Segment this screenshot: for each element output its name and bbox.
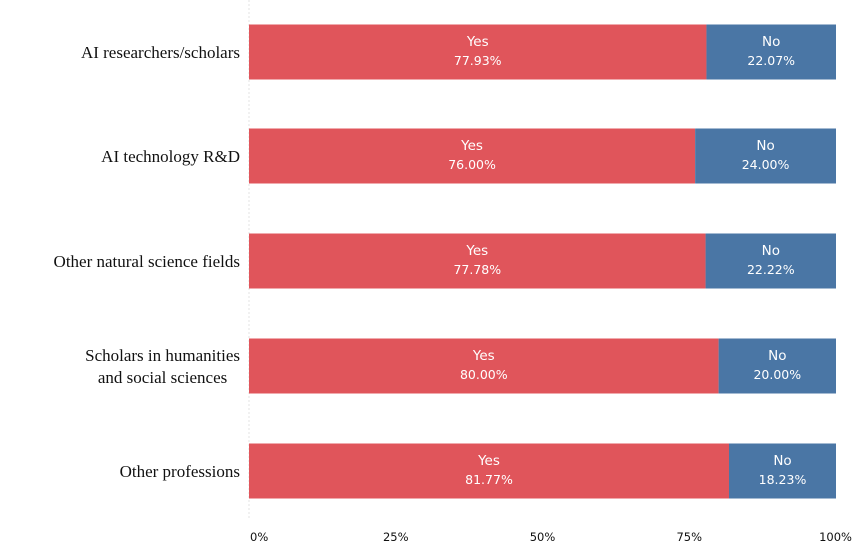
segment-series-label: No — [768, 348, 786, 364]
segment-series-label: Yes — [472, 348, 495, 364]
bar-segment-yes-4 — [249, 443, 729, 499]
x-tick-label: 75% — [676, 530, 702, 544]
x-tick-label: 100% — [819, 530, 852, 544]
category-label: AI technology R&D — [101, 147, 240, 166]
segment-series-label: Yes — [466, 34, 489, 50]
category-labels: AI researchers/scholars AI technology R&D… — [54, 43, 240, 481]
bar-segment-no-1 — [695, 128, 836, 184]
bar-segment-no-4 — [728, 443, 836, 499]
segment-value-label: 77.78% — [453, 262, 501, 277]
segment-value-label: 22.07% — [747, 53, 795, 68]
segment-value-label: 18.23% — [759, 472, 807, 487]
bar-segment-yes-0 — [249, 24, 707, 80]
segment-series-label: No — [773, 453, 791, 469]
segment-value-label: 80.00% — [460, 367, 508, 382]
bar-segment-no-2 — [705, 233, 836, 289]
bar-segment-yes-1 — [249, 128, 696, 184]
segment-value-label: 20.00% — [753, 367, 801, 382]
category-label: Other natural science fields — [54, 252, 240, 271]
segment-value-label: 77.93% — [454, 53, 502, 68]
x-tick-label: 50% — [530, 530, 556, 544]
bar-segment-no-3 — [718, 338, 836, 394]
segment-series-label: Yes — [477, 453, 500, 469]
category-label: Scholars in humanities — [85, 346, 240, 365]
segment-value-label: 22.22% — [747, 262, 795, 277]
segment-value-label: 81.77% — [465, 472, 513, 487]
segment-series-label: No — [762, 34, 780, 50]
x-axis-ticks: 0% 25% 50% 75% 100% — [250, 530, 852, 544]
bar-segment-yes-3 — [249, 338, 719, 394]
bar-segment-no-0 — [706, 24, 836, 80]
x-tick-label: 0% — [250, 530, 268, 544]
segment-value-label: 76.00% — [448, 157, 496, 172]
segment-series-label: Yes — [465, 243, 488, 259]
segment-series-label: No — [762, 243, 780, 259]
segment-series-label: Yes — [460, 138, 483, 154]
category-label: and social sciences — [98, 368, 227, 387]
x-tick-label: 25% — [383, 530, 409, 544]
category-label: Other professions — [120, 462, 240, 481]
bar-segment-yes-2 — [249, 233, 706, 289]
bars-layer: Yes 77.93% No 22.07% Yes 76.00% No 24.00% Yes 77.… — [249, 24, 836, 499]
category-label: AI researchers/scholars — [81, 43, 240, 62]
segment-value-label: 24.00% — [742, 157, 790, 172]
segment-series-label: No — [756, 138, 774, 154]
